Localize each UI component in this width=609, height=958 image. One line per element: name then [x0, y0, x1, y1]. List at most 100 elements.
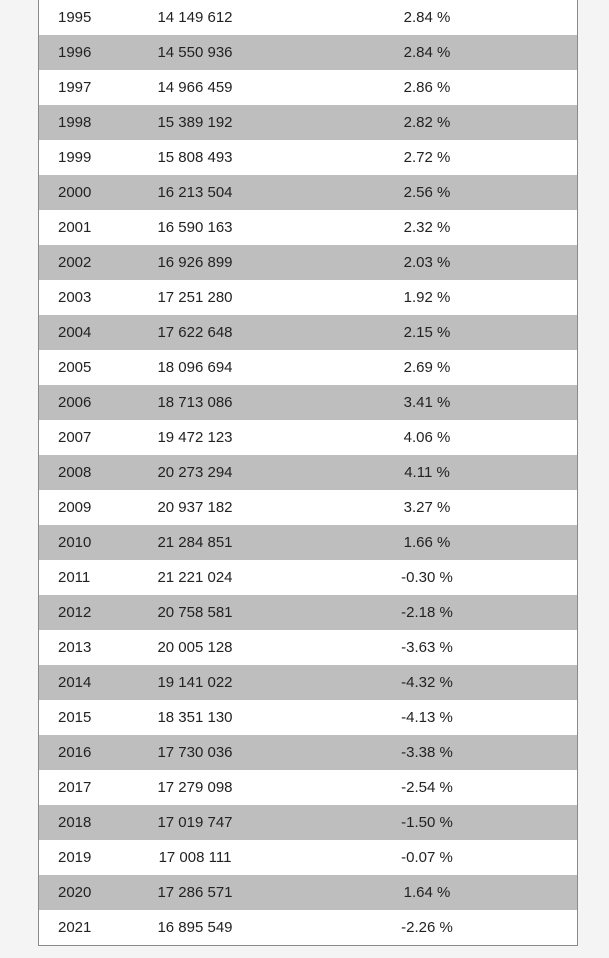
table-row: 2010 21 284 851 1.66 % [39, 525, 577, 560]
population-cell: 20 005 128 [157, 639, 233, 656]
population-cell: 17 279 098 [157, 779, 233, 796]
year-cell: 2012 [58, 604, 92, 621]
growth-rate-cell: 2.69 % [403, 359, 451, 376]
year-cell: 2015 [58, 709, 92, 726]
growth-rate-cell: 2.03 % [403, 254, 451, 271]
table-row: 2017 17 279 098 -2.54 % [39, 770, 577, 805]
population-cell: 20 273 294 [157, 464, 233, 481]
table-row: 2007 19 472 123 4.06 % [39, 420, 577, 455]
population-cell: 17 286 571 [157, 884, 233, 901]
growth-rate-cell: -3.38 % [401, 744, 453, 761]
population-cell: 20 758 581 [157, 604, 233, 621]
year-cell: 1998 [58, 114, 92, 131]
population-cell: 15 808 493 [157, 149, 233, 166]
year-cell: 2005 [58, 359, 92, 376]
population-cell: 18 096 694 [157, 359, 233, 376]
table-row: 2000 16 213 504 2.56 % [39, 175, 577, 210]
growth-rate-cell: 2.32 % [403, 219, 451, 236]
table-row: 2012 20 758 581 -2.18 % [39, 595, 577, 630]
growth-rate-cell: -2.54 % [401, 779, 453, 796]
growth-rate-cell: 1.92 % [403, 289, 451, 306]
year-cell: 2016 [58, 744, 92, 761]
table-row: 2014 19 141 022 -4.32 % [39, 665, 577, 700]
table-row: 1995 14 149 612 2.84 % [39, 0, 577, 35]
year-cell: 2004 [58, 324, 92, 341]
year-cell: 2017 [58, 779, 92, 796]
growth-rate-cell: 2.84 % [403, 9, 451, 26]
table-row: 2008 20 273 294 4.11 % [39, 455, 577, 490]
table-row: 2011 21 221 024 -0.30 % [39, 560, 577, 595]
growth-rate-cell: -4.32 % [401, 674, 453, 691]
year-cell: 2020 [58, 884, 92, 901]
table-row: 1998 15 389 192 2.82 % [39, 105, 577, 140]
population-cell: 16 590 163 [157, 219, 233, 236]
population-cell: 17 730 036 [157, 744, 233, 761]
table-row: 2018 17 019 747 -1.50 % [39, 805, 577, 840]
table-row: 1997 14 966 459 2.86 % [39, 70, 577, 105]
year-cell: 2018 [58, 814, 92, 831]
year-cell: 2019 [58, 849, 92, 866]
growth-rate-cell: -0.07 % [401, 849, 453, 866]
growth-rate-cell: 2.84 % [403, 44, 451, 61]
year-cell: 2021 [58, 919, 92, 936]
population-cell: 14 149 612 [157, 9, 233, 26]
growth-rate-cell: -1.50 % [401, 814, 453, 831]
year-cell: 2009 [58, 499, 92, 516]
year-cell: 1999 [58, 149, 92, 166]
growth-rate-cell: 2.15 % [403, 324, 451, 341]
year-cell: 2003 [58, 289, 92, 306]
table-row: 2004 17 622 648 2.15 % [39, 315, 577, 350]
table-row: 2009 20 937 182 3.27 % [39, 490, 577, 525]
year-cell: 2008 [58, 464, 92, 481]
population-cell: 21 221 024 [157, 569, 233, 586]
growth-rate-cell: 2.82 % [403, 114, 451, 131]
year-cell: 2010 [58, 534, 92, 551]
population-cell: 17 008 111 [158, 849, 232, 866]
year-cell: 2002 [58, 254, 92, 271]
population-cell: 14 966 459 [157, 79, 233, 96]
table-row: 2020 17 286 571 1.64 % [39, 875, 577, 910]
year-cell: 2007 [58, 429, 92, 446]
table-row: 2001 16 590 163 2.32 % [39, 210, 577, 245]
year-cell: 2006 [58, 394, 92, 411]
table-row: 2002 16 926 899 2.03 % [39, 245, 577, 280]
population-cell: 16 895 549 [157, 919, 233, 936]
growth-rate-cell: 2.86 % [403, 79, 451, 96]
year-cell: 1997 [58, 79, 92, 96]
population-cell: 14 550 936 [157, 44, 233, 61]
growth-rate-cell: 1.64 % [403, 884, 451, 901]
year-cell: 1996 [58, 44, 92, 61]
year-cell: 2013 [58, 639, 92, 656]
growth-rate-cell: 2.56 % [403, 184, 451, 201]
table-row: 2003 17 251 280 1.92 % [39, 280, 577, 315]
growth-rate-cell: 3.41 % [403, 394, 451, 411]
population-table: 1995 14 149 612 2.84 % 1996 14 550 936 2.84 %… [38, 0, 578, 946]
table-row: 1996 14 550 936 2.84 % [39, 35, 577, 70]
population-cell: 18 351 130 [157, 709, 233, 726]
year-cell: 1995 [58, 9, 92, 26]
growth-rate-cell: 4.06 % [403, 429, 451, 446]
population-cell: 18 713 086 [157, 394, 233, 411]
table-row: 2005 18 096 694 2.69 % [39, 350, 577, 385]
population-cell: 17 019 747 [157, 814, 233, 831]
year-cell: 2011 [58, 569, 91, 586]
population-cell: 20 937 182 [157, 499, 233, 516]
growth-rate-cell: -2.18 % [401, 604, 453, 621]
table-row: 2006 18 713 086 3.41 % [39, 385, 577, 420]
population-cell: 21 284 851 [157, 534, 233, 551]
growth-rate-cell: 3.27 % [403, 499, 451, 516]
population-cell: 15 389 192 [157, 114, 233, 131]
growth-rate-cell: -4.13 % [401, 709, 453, 726]
table-row: 2021 16 895 549 -2.26 % [39, 910, 577, 945]
growth-rate-cell: -2.26 % [401, 919, 453, 936]
growth-rate-cell: 4.11 % [404, 464, 450, 481]
population-cell: 17 251 280 [157, 289, 233, 306]
year-cell: 2014 [58, 674, 92, 691]
table-row: 2019 17 008 111 -0.07 % [39, 840, 577, 875]
table-row: 1999 15 808 493 2.72 % [39, 140, 577, 175]
year-cell: 2001 [58, 219, 92, 236]
growth-rate-cell: -3.63 % [401, 639, 453, 656]
growth-rate-cell: -0.30 % [401, 569, 453, 586]
growth-rate-cell: 2.72 % [403, 149, 451, 166]
population-cell: 19 472 123 [157, 429, 233, 446]
